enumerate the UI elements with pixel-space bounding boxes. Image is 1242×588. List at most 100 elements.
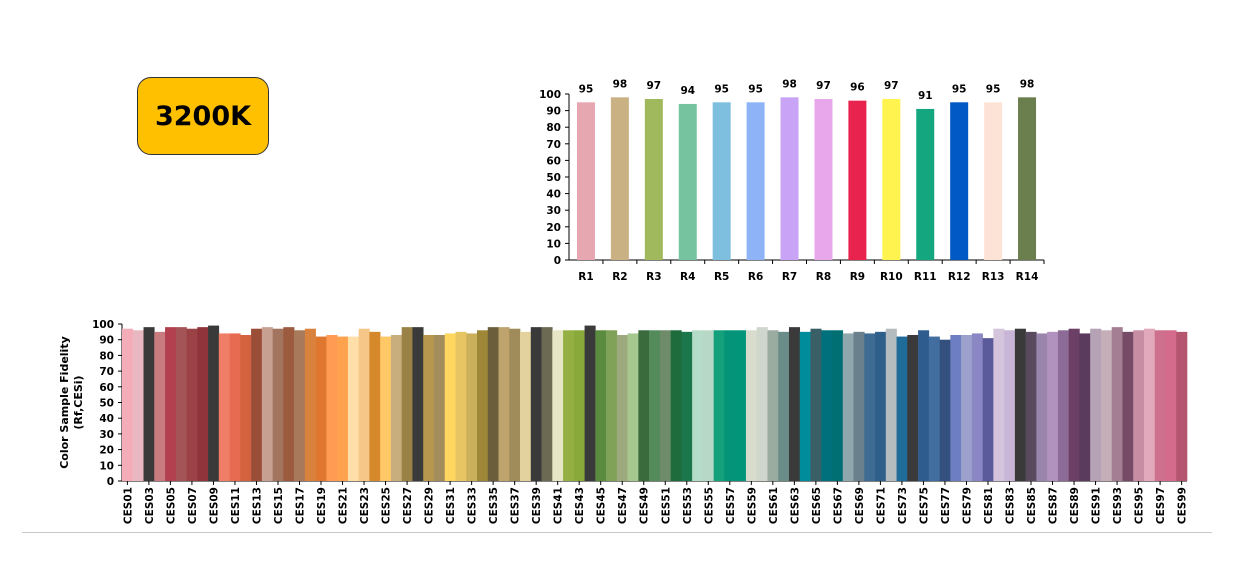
bar [208,325,220,481]
bar [875,331,887,481]
bar [380,336,392,481]
bar [971,333,983,481]
bar [950,102,969,260]
x-tick-label: CES45 [596,487,608,524]
x-tick-label: CES37 [510,487,522,524]
x-tick-label: CES69 [854,487,866,524]
bar [778,331,790,481]
bar [541,327,553,481]
bar [1133,330,1145,481]
cct-badge: 3200K [137,77,269,155]
y-tick-label: 20 [546,222,561,234]
x-tick-label: R5 [714,271,729,283]
data-label: 98 [782,78,797,90]
bar [1090,328,1102,481]
x-tick-label: CES91 [1091,487,1103,524]
bar [165,327,177,481]
bar [606,330,618,481]
bar [498,327,510,481]
x-tick-label: CES97 [1155,487,1167,524]
bar [218,333,230,481]
bar [186,328,198,481]
x-tick-label: CES93 [1112,487,1124,524]
x-tick-label: CES51 [660,487,672,524]
bar [552,330,564,481]
bar [595,330,607,481]
bar [1154,330,1166,481]
bar [993,328,1005,481]
bar [304,328,316,481]
y-tick-label: 0 [107,476,114,488]
bar [638,330,650,481]
y-tick-label: 20 [99,445,114,457]
y-tick-label: 0 [554,255,561,267]
bar [853,331,865,481]
bar [756,327,768,481]
x-tick-label: CES83 [1005,487,1017,524]
x-tick-label: R11 [914,271,937,283]
x-tick-label: R9 [850,271,865,283]
x-tick-label: CES53 [682,487,694,524]
y-axis-title: Color Sample Fidelity [58,336,71,469]
y-tick-label: 50 [99,398,114,410]
data-label: 95 [748,83,763,95]
x-tick-label: R3 [646,271,661,283]
bar [745,330,757,481]
bar [982,338,994,481]
x-tick-label: CES71 [875,487,887,524]
x-tick-label: CES65 [811,487,823,524]
x-tick-label: R13 [982,271,1005,283]
bar [487,327,499,481]
y-tick-label: 70 [546,139,561,151]
bar [882,98,901,260]
bar [1047,331,1059,481]
y-tick-label: 40 [546,189,561,201]
data-label: 98 [1020,78,1035,90]
y-tick-label: 80 [546,122,561,134]
x-tick-label: CES23 [359,487,371,524]
x-tick-label: CES79 [961,487,973,524]
bar [240,334,252,481]
data-label: 96 [850,82,865,94]
x-tick-label: CES87 [1048,487,1060,524]
bar [885,328,897,481]
x-tick-label: CES19 [316,487,328,524]
bar [950,334,962,481]
y-tick-label: 60 [99,382,114,394]
bar [326,334,338,481]
bar [1004,330,1016,481]
bar [821,330,833,481]
bar [848,100,867,260]
x-tick-label: CES09 [208,487,220,524]
x-tick-label: CES63 [789,487,801,524]
bar [520,331,532,481]
bar [466,333,478,481]
bar [337,336,349,481]
y-tick-label: 40 [99,413,114,425]
bar [530,327,542,481]
x-tick-label: R6 [748,271,763,283]
bar [864,333,876,481]
x-tick-label: CES81 [983,487,995,524]
bar [627,333,639,481]
bar [659,330,671,481]
y-tick-label: 100 [92,319,114,331]
bar [1122,331,1134,481]
bar [154,331,166,481]
data-label: 97 [884,80,899,92]
bar [907,334,919,481]
bar [1018,97,1037,260]
bar [175,327,187,481]
data-label: 97 [647,80,662,92]
x-tick-label: CES27 [402,487,414,524]
x-tick-label: CES05 [165,487,177,524]
data-label: 95 [952,83,967,95]
bar [746,102,765,260]
data-label: 95 [714,83,729,95]
x-tick-label: CES43 [574,487,586,524]
bar [961,334,973,481]
x-tick-label: CES03 [144,487,156,524]
bar [563,330,575,481]
x-tick-label: CES15 [273,487,285,524]
